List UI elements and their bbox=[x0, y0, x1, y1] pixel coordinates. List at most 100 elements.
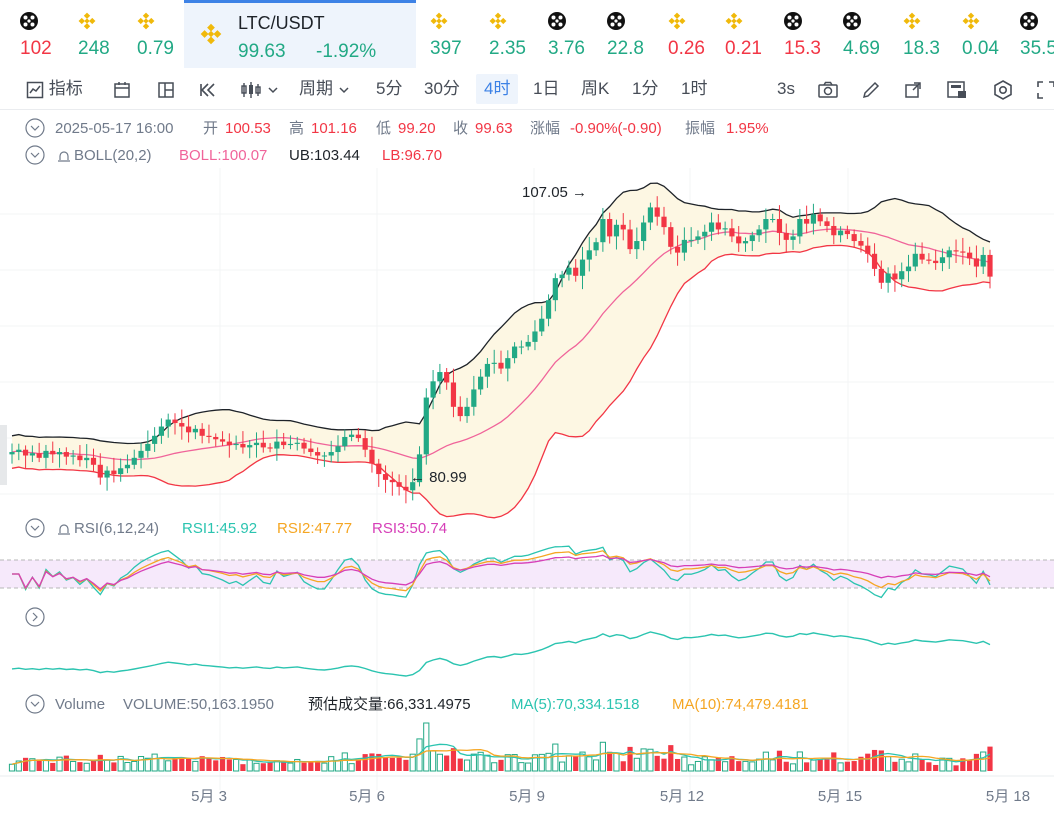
bnb-icon bbox=[78, 12, 96, 30]
candle-body bbox=[274, 441, 280, 449]
volume-bar bbox=[22, 757, 29, 771]
chain-icon bbox=[20, 12, 38, 30]
candle-body bbox=[586, 250, 592, 260]
interval-4h[interactable]: 4时 bbox=[476, 74, 519, 104]
collapse-icon[interactable] bbox=[25, 145, 45, 165]
volume-bar bbox=[29, 758, 36, 772]
volume-bar bbox=[769, 759, 776, 772]
active-ticker-symbol: LTC/USDT bbox=[238, 13, 325, 33]
high-label: 高 bbox=[289, 120, 304, 137]
obv-line bbox=[11, 631, 991, 677]
ticker-item[interactable]: 0.26 bbox=[668, 0, 716, 68]
x-tick-label: 5月 9 bbox=[509, 788, 545, 805]
amplitude-value: 1.95% bbox=[726, 120, 769, 137]
ticker-item[interactable]: 4.69 bbox=[843, 0, 891, 68]
calendar-icon bbox=[114, 81, 130, 98]
candle-body bbox=[152, 435, 158, 444]
layout-button[interactable] bbox=[156, 74, 176, 104]
candle-body bbox=[804, 219, 810, 224]
candle-body bbox=[199, 428, 205, 436]
ticker-item[interactable]: 15.3 bbox=[784, 0, 832, 68]
volume-bar bbox=[783, 761, 789, 771]
candle-body bbox=[29, 453, 35, 456]
chain-icon bbox=[1020, 12, 1038, 30]
indicator-toggle[interactable] bbox=[25, 607, 45, 627]
indicators-button[interactable]: 指标 bbox=[26, 74, 83, 104]
volume-bar bbox=[253, 762, 260, 772]
ticker-item[interactable]: 35.5 bbox=[1020, 0, 1054, 68]
collapse-icon[interactable] bbox=[25, 518, 45, 538]
interval-1m[interactable]: 1分 bbox=[632, 79, 659, 98]
draw-button[interactable] bbox=[861, 74, 881, 104]
volume-info: Volume VOLUME:50,163.1950 预估成交量:66,331.4… bbox=[25, 694, 809, 714]
candle-body bbox=[607, 219, 613, 237]
bell-icon[interactable] bbox=[58, 151, 70, 162]
volume-bar bbox=[960, 758, 966, 771]
ticker-item[interactable]: 0.79 bbox=[137, 0, 181, 68]
volume-bar bbox=[199, 756, 205, 771]
fullscreen-button[interactable] bbox=[1036, 74, 1054, 104]
replay-button[interactable] bbox=[198, 74, 218, 104]
candle-body bbox=[308, 448, 314, 453]
calculator-button[interactable] bbox=[946, 74, 968, 104]
candle-body bbox=[600, 219, 606, 243]
interval-5m[interactable]: 5分 bbox=[376, 79, 403, 98]
interval-30m[interactable]: 30分 bbox=[424, 79, 460, 98]
ticker-item[interactable]: 0.04 bbox=[962, 0, 1010, 68]
collapse-icon[interactable] bbox=[25, 694, 45, 714]
screenshot-button[interactable] bbox=[817, 74, 839, 104]
interval-1h[interactable]: 1时 bbox=[681, 79, 708, 98]
interval-1w[interactable]: 周K bbox=[581, 79, 610, 98]
bell-icon[interactable] bbox=[58, 524, 70, 535]
candle-body bbox=[192, 428, 198, 433]
volume-bar bbox=[885, 756, 892, 772]
ticker-item[interactable]: 397 bbox=[430, 0, 478, 68]
candle-body bbox=[770, 219, 776, 221]
volume-bar bbox=[715, 757, 721, 771]
volume-bar bbox=[477, 751, 484, 772]
candle-body bbox=[790, 236, 796, 240]
volume-ma5: MA(5):70,334.1518 bbox=[511, 696, 639, 713]
volume-bar bbox=[450, 748, 457, 771]
candle-body bbox=[837, 230, 844, 236]
ticker-item[interactable]: 3.76 bbox=[548, 0, 596, 68]
candle-body bbox=[763, 219, 769, 230]
period-dropdown[interactable]: 周期 bbox=[299, 74, 350, 104]
volume-bar bbox=[973, 753, 980, 771]
candle-body bbox=[865, 245, 871, 254]
candle-body bbox=[56, 452, 63, 455]
volume-bar bbox=[762, 751, 769, 772]
ticker-item[interactable]: 0.21 bbox=[725, 0, 773, 68]
ticker-item[interactable]: 248 bbox=[78, 0, 126, 68]
settings-button[interactable] bbox=[992, 74, 1014, 104]
price-chart[interactable]: 107.05 →← 80.99 5月 3 5月 6 5月 9 5月 12 5月 15 5月… bbox=[0, 110, 1054, 813]
candle-body bbox=[953, 250, 959, 252]
refresh-rate-button[interactable]: 3s bbox=[777, 79, 795, 98]
interval-1d[interactable]: 1日 bbox=[533, 79, 560, 98]
volume-bar bbox=[233, 758, 240, 772]
volume-bar bbox=[179, 757, 185, 771]
candle-body bbox=[253, 442, 260, 446]
active-ticker-change: -1.92% bbox=[316, 41, 377, 62]
expand-icon[interactable] bbox=[25, 607, 45, 627]
ticker-item[interactable]: 18.3 bbox=[903, 0, 951, 68]
chart-type-button[interactable] bbox=[240, 74, 279, 104]
candle-body bbox=[403, 486, 409, 491]
ticker-item[interactable]: 2.35 bbox=[489, 0, 537, 68]
volume-bar bbox=[124, 762, 131, 772]
ticker-item[interactable]: 22.8 bbox=[607, 0, 655, 68]
collapse-icon[interactable] bbox=[25, 118, 45, 138]
candle-body bbox=[233, 443, 239, 446]
ticker-strip: LTC/USDT 99.63 -1.92% 102 248 0.79 397 2.35 3… bbox=[0, 0, 1054, 68]
rsi-info: RSI(6,12,24) RSI1:45.92 RSI2:47.77 RSI3:… bbox=[25, 518, 447, 538]
scroll-handle[interactable] bbox=[0, 425, 7, 485]
boll-lb-value: LB:96.70 bbox=[382, 147, 442, 164]
rsi3-value: RSI3:50.74 bbox=[372, 520, 447, 537]
volume-bar bbox=[674, 758, 681, 771]
calendar-button[interactable] bbox=[112, 74, 132, 104]
volume-bar bbox=[267, 761, 273, 771]
candle-body bbox=[695, 236, 701, 240]
expand-button[interactable] bbox=[903, 74, 923, 104]
active-ticker[interactable]: LTC/USDT 99.63 -1.92% bbox=[184, 0, 416, 68]
ticker-item[interactable]: 102 bbox=[20, 0, 68, 68]
